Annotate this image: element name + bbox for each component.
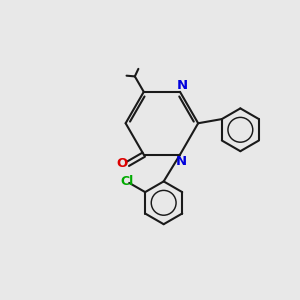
Text: O: O [116,157,128,170]
Text: Cl: Cl [120,175,134,188]
Text: N: N [176,155,188,168]
Text: N: N [177,80,188,92]
